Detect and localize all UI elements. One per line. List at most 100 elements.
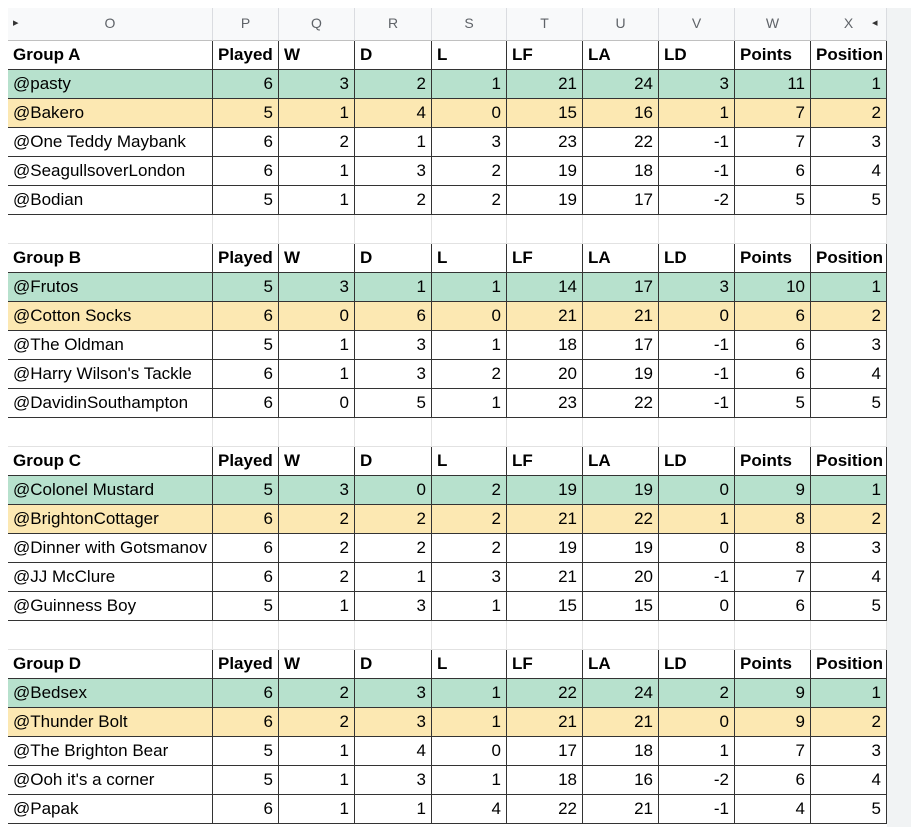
number-cell: 2 [279,708,355,737]
number-cell: -1 [659,331,735,360]
column-header: P [213,8,279,41]
group-header-cell: Group C [8,447,213,476]
number-cell: 6 [213,302,279,331]
team-cell: @pasty [8,70,213,99]
team-cell: @BrightonCottager [8,505,213,534]
team-cell: @Thunder Bolt [8,708,213,737]
number-cell: 11 [735,70,811,99]
number-cell: 21 [507,708,583,737]
number-cell: 5 [213,99,279,128]
group-header-cell: Played [213,244,279,273]
column-header: S [432,8,507,41]
group-header-cell: Points [735,447,811,476]
number-cell: 3 [811,534,887,563]
number-cell: 21 [583,795,659,824]
number-cell: 2 [279,679,355,708]
number-cell: 1 [811,679,887,708]
number-cell: 21 [583,302,659,331]
team-cell: @Colonel Mustard [8,476,213,505]
number-cell: 1 [659,505,735,534]
group-header-cell: Points [735,41,811,70]
number-cell: 5 [213,186,279,215]
number-cell: 2 [355,70,432,99]
group-header-cell: LF [507,447,583,476]
number-cell: 19 [507,157,583,186]
team-cell: @Frutos [8,273,213,302]
column-header: O [8,8,213,41]
number-cell: 1 [355,795,432,824]
number-cell: 23 [507,128,583,157]
number-cell: 4 [811,766,887,795]
empty-cell [213,418,279,447]
empty-cell [355,621,432,650]
number-cell: 3 [659,273,735,302]
number-cell: 3 [432,128,507,157]
number-cell: 1 [279,737,355,766]
scrollbar[interactable] [887,8,911,827]
number-cell: 5 [735,389,811,418]
number-cell: 1 [432,389,507,418]
number-cell: 3 [279,476,355,505]
number-cell: 0 [659,708,735,737]
number-cell: 4 [355,737,432,766]
number-cell: 1 [432,273,507,302]
number-cell: 3 [355,708,432,737]
empty-cell [279,215,355,244]
number-cell: 15 [507,592,583,621]
number-cell: 21 [583,708,659,737]
number-cell: -1 [659,157,735,186]
number-cell: 5 [213,331,279,360]
number-cell: 18 [507,331,583,360]
number-cell: 1 [279,592,355,621]
empty-cell [507,418,583,447]
group-header-cell: W [279,447,355,476]
number-cell: 5 [213,476,279,505]
team-cell: @The Oldman [8,331,213,360]
number-cell: 21 [507,505,583,534]
number-cell: 22 [583,389,659,418]
group-header-cell: L [432,650,507,679]
team-cell: @Dinner with Gotsmanov [8,534,213,563]
group-header-cell: LF [507,41,583,70]
column-header: T [507,8,583,41]
number-cell: -2 [659,186,735,215]
empty-cell [659,215,735,244]
number-cell: 2 [811,505,887,534]
number-cell: 19 [507,186,583,215]
group-header-cell: LD [659,447,735,476]
team-cell: @JJ McClure [8,563,213,592]
number-cell: 1 [432,70,507,99]
team-cell: @Guinness Boy [8,592,213,621]
number-cell: 1 [355,128,432,157]
column-header: V [659,8,735,41]
team-cell: @Harry Wilson's Tackle [8,360,213,389]
number-cell: 6 [213,128,279,157]
number-cell: 22 [507,795,583,824]
team-cell: @Papak [8,795,213,824]
empty-cell [507,621,583,650]
team-cell: @Ooh it's a corner [8,766,213,795]
group-header-cell: Points [735,244,811,273]
team-cell: @DavidinSouthampton [8,389,213,418]
group-header-cell: LD [659,41,735,70]
number-cell: 1 [432,331,507,360]
number-cell: 5 [735,186,811,215]
team-cell: @Cotton Socks [8,302,213,331]
number-cell: 1 [659,737,735,766]
number-cell: 9 [735,476,811,505]
number-cell: 6 [213,389,279,418]
column-header: U [583,8,659,41]
empty-cell [213,215,279,244]
number-cell: 14 [507,273,583,302]
expand-left-icon[interactable]: ▸ [13,17,19,29]
expand-right-icon[interactable]: ◂ [872,17,878,29]
number-cell: 2 [279,563,355,592]
empty-cell [279,418,355,447]
number-cell: 19 [583,534,659,563]
team-cell: @Bedsex [8,679,213,708]
number-cell: 0 [279,302,355,331]
group-header-cell: D [355,447,432,476]
number-cell: -1 [659,360,735,389]
group-header-cell: LA [583,650,659,679]
column-header: W [735,8,811,41]
